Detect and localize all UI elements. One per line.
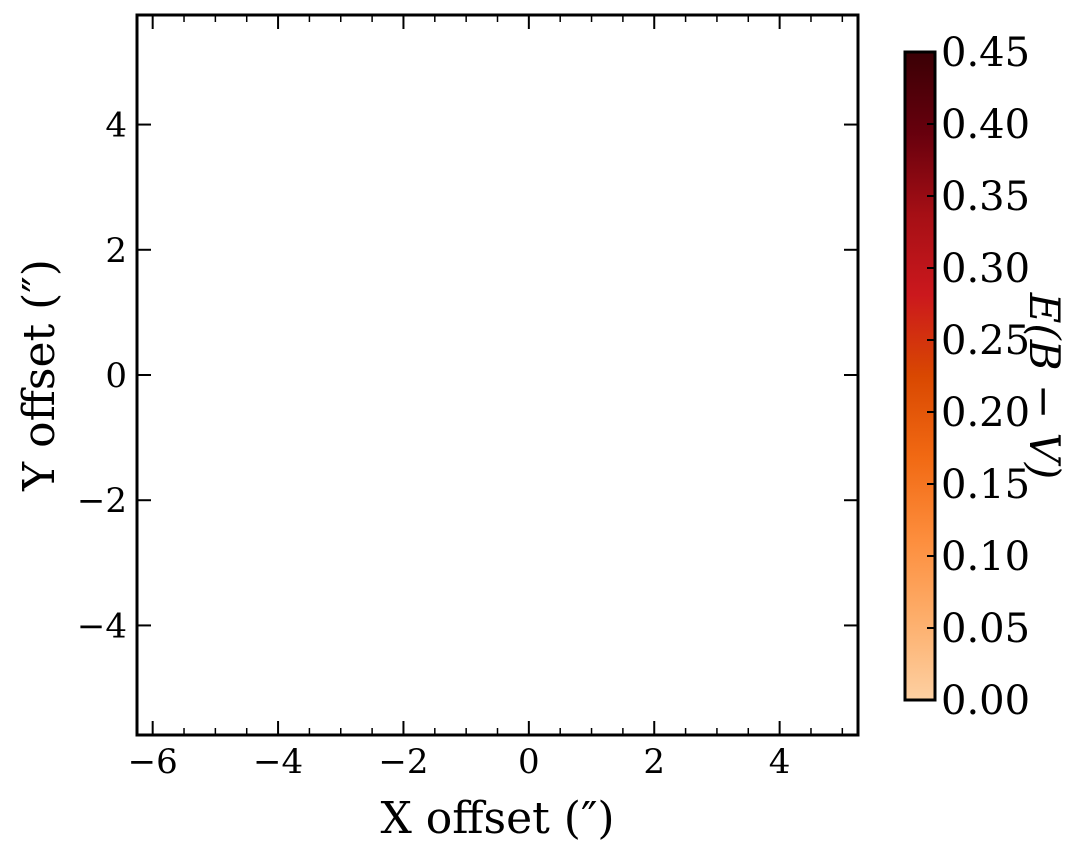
colorbar-tick-label: 0.10 [941, 534, 1030, 580]
colorbar-tick-label: 0.40 [941, 102, 1030, 148]
x-tick-label: 4 [769, 742, 791, 782]
y-tick-label: 4 [105, 106, 127, 146]
y-tick-label: 0 [105, 356, 127, 396]
colorbar-gradient [903, 50, 937, 702]
colorbar-tick-label: 0.15 [941, 462, 1030, 508]
colorbar-tick-label: 0.20 [941, 390, 1030, 436]
colorbar-title: E(B − V) [1020, 292, 1069, 480]
colorbar-tick-label: 0.35 [941, 174, 1030, 220]
colorbar-tick-label: 0.05 [941, 606, 1030, 652]
colorbar-tick-label: 0.45 [941, 30, 1030, 76]
x-axis: −6 −4 −2 0 2 4 [128, 15, 844, 782]
x-tick-label: 2 [643, 742, 665, 782]
colorbar-tick-label: 0.25 [941, 318, 1030, 364]
x-tick-label: −6 [128, 742, 178, 782]
colorbar: 0.00 0.05 0.10 0.15 0.20 0.25 0.30 0.35 0.40 0.45 [903, 30, 1030, 724]
y-tick-label: −2 [77, 481, 127, 521]
plot-frame [135, 13, 860, 737]
axes-frame [135, 13, 860, 737]
y-tick-label: 2 [105, 231, 127, 271]
y-axis: −4 −2 0 2 4 [77, 106, 858, 646]
x-tick-label: −4 [253, 742, 303, 782]
colorbar-tick-label: 0.00 [941, 678, 1030, 724]
y-axis-title: Y offset (″) [14, 259, 65, 492]
x-tick-label: −2 [378, 742, 428, 782]
y-tick-label: −4 [77, 606, 127, 646]
x-axis-title: X offset (″) [380, 793, 614, 844]
colorbar-tick-label: 0.30 [941, 246, 1030, 292]
x-tick-label: 0 [518, 742, 540, 782]
